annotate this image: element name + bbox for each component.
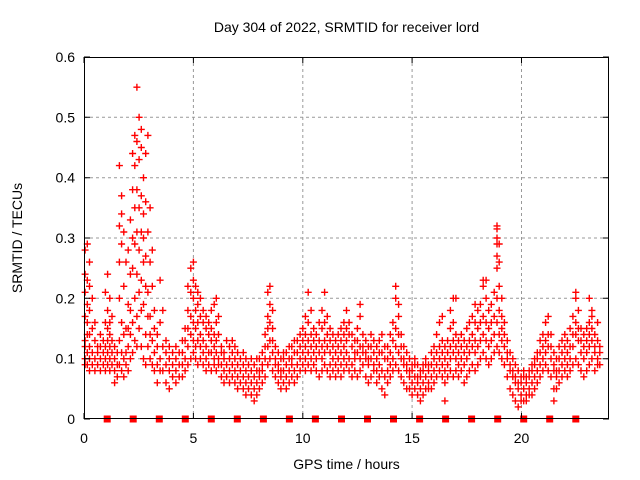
x-tick-label: 15 bbox=[404, 430, 420, 446]
x-tick-label: 5 bbox=[190, 430, 198, 446]
y-tick-label: 0.3 bbox=[56, 230, 76, 246]
y-tick-label: 0.6 bbox=[56, 49, 76, 65]
x-tick-label: 20 bbox=[514, 430, 530, 446]
y-tick-label: 0.4 bbox=[56, 170, 76, 186]
y-tick-label: 0.2 bbox=[56, 290, 76, 306]
x-tick-label: 0 bbox=[80, 430, 88, 446]
y-tick-label: 0.1 bbox=[56, 351, 76, 367]
y-tick-label: 0.5 bbox=[56, 109, 76, 125]
x-axis-label: GPS time / hours bbox=[293, 456, 400, 472]
chart-title: Day 304 of 2022, SRMTID for receiver lor… bbox=[213, 19, 480, 35]
gridlines bbox=[84, 57, 609, 419]
plot-border bbox=[84, 57, 609, 419]
y-axis-label: SRMTID / TECUs bbox=[9, 182, 25, 294]
y-tick-label: 0 bbox=[67, 411, 75, 427]
x-tick-label: 10 bbox=[295, 430, 311, 446]
scatter-points bbox=[81, 83, 604, 411]
